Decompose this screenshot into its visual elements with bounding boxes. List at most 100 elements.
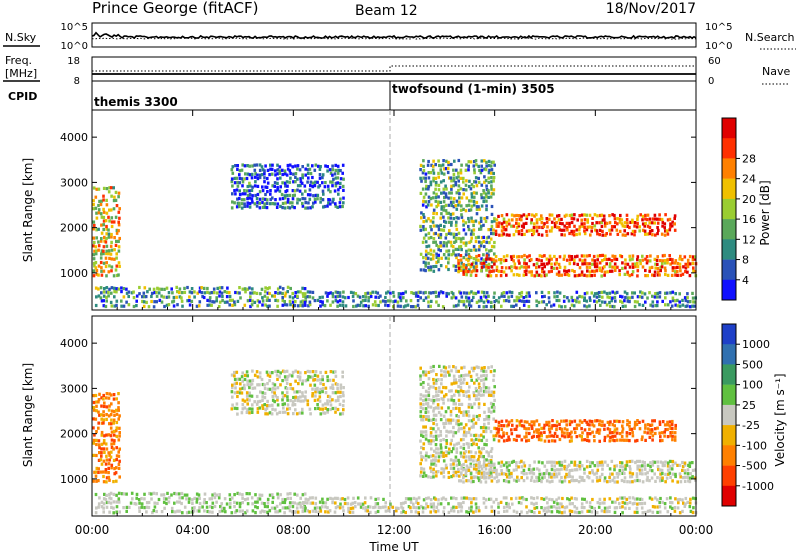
heatmap-cell	[518, 273, 521, 277]
heatmap-cell	[635, 422, 639, 426]
heatmap-cell	[455, 256, 458, 260]
heatmap-cell	[603, 257, 606, 262]
heatmap-cell	[641, 511, 645, 515]
heatmap-cell	[599, 303, 602, 307]
heatmap-cell	[665, 291, 669, 295]
heatmap-cell	[316, 506, 319, 510]
heatmap-cell	[276, 369, 280, 373]
heatmap-cell	[467, 248, 471, 252]
heatmap-cell	[102, 413, 105, 418]
heatmap-cell	[653, 295, 657, 299]
heatmap-cell	[623, 224, 627, 229]
heatmap-cell	[255, 370, 259, 374]
heatmap-cell	[464, 243, 468, 247]
heatmap-cell	[556, 510, 559, 514]
heatmap-cell	[246, 201, 249, 205]
heatmap-cell	[379, 300, 382, 304]
heatmap-cell	[452, 447, 455, 451]
heatmap-cell	[108, 186, 111, 190]
heatmap-cell	[422, 455, 425, 459]
heatmap-cell	[279, 176, 282, 180]
heatmap-cell	[691, 496, 695, 500]
heatmap-cell	[326, 399, 329, 403]
heatmap-cell	[551, 419, 554, 423]
heatmap-cell	[319, 299, 322, 304]
heatmap-cell	[95, 268, 99, 273]
heatmap-cell	[334, 163, 337, 167]
heatmap-cell	[166, 491, 169, 495]
heatmap-cell	[500, 469, 503, 473]
heatmap-cell	[615, 506, 619, 510]
heatmap-cell	[368, 505, 372, 509]
heatmap-cell	[673, 431, 677, 435]
heatmap-cell	[654, 217, 657, 221]
heatmap-cell	[467, 184, 471, 189]
heatmap-cell	[100, 215, 104, 219]
heatmap-cell	[596, 428, 599, 432]
heatmap-cell	[580, 438, 584, 442]
heatmap-cell	[631, 270, 635, 274]
heatmap-cell	[518, 217, 522, 221]
heatmap-cell	[244, 290, 247, 294]
heatmap-cell	[464, 253, 468, 257]
heatmap-cell	[553, 217, 556, 221]
heatmap-cell	[651, 217, 655, 221]
heatmap-cell	[117, 229, 120, 233]
heatmap-cell	[568, 498, 571, 502]
heatmap-cell	[288, 407, 292, 411]
heatmap-cell	[328, 378, 332, 382]
heatmap-cell	[477, 258, 480, 262]
heatmap-cell	[454, 455, 458, 459]
heatmap-cell	[674, 497, 677, 501]
heatmap-cell	[603, 273, 606, 277]
heatmap-cell	[677, 501, 680, 505]
heatmap-cell	[472, 510, 475, 514]
heatmap-cell	[535, 257, 539, 262]
heatmap-cell	[472, 394, 476, 398]
heatmap-cell	[431, 257, 435, 261]
heatmap-cell	[483, 418, 486, 422]
heatmap-cell	[626, 224, 629, 228]
heatmap-cell	[469, 273, 473, 277]
heatmap-cell	[653, 213, 657, 217]
heatmap-cell	[537, 434, 541, 438]
heatmap-cell	[256, 383, 259, 387]
heatmap-cell	[439, 264, 443, 268]
heatmap-cell	[605, 303, 609, 307]
heatmap-cell	[233, 201, 236, 205]
heatmap-cell	[404, 500, 407, 504]
heatmap-cell	[274, 298, 277, 302]
heatmap-cell	[546, 501, 549, 505]
heatmap-cell	[621, 295, 624, 299]
heatmap-cell	[495, 434, 498, 438]
heatmap-cell	[105, 211, 109, 215]
heatmap-cell	[451, 212, 455, 216]
heatmap-cell	[437, 410, 441, 415]
heatmap-cell	[631, 254, 635, 258]
heatmap-cell	[420, 458, 423, 462]
heatmap-cell	[433, 449, 436, 453]
heatmap-cell	[633, 291, 636, 295]
heatmap-cell	[125, 509, 128, 513]
heatmap-cell	[389, 504, 392, 508]
heatmap-cell	[238, 387, 242, 391]
heatmap-cell	[473, 195, 476, 199]
heatmap-cell	[567, 273, 571, 277]
heatmap-cell	[285, 391, 289, 395]
heatmap-cell	[140, 502, 144, 506]
heatmap-cell	[450, 506, 454, 510]
heatmap-cell	[459, 502, 463, 506]
heatmap-cell	[311, 370, 315, 374]
heatmap-cell	[502, 505, 506, 509]
heatmap-cell	[304, 189, 307, 193]
heatmap-cell	[286, 375, 290, 379]
heatmap-cell	[442, 496, 445, 500]
heatmap-cell	[631, 291, 634, 295]
heatmap-cell	[458, 407, 461, 411]
heatmap-cell	[656, 510, 659, 514]
heatmap-cell	[645, 261, 649, 265]
heatmap-cell	[437, 398, 440, 402]
heatmap-cell	[342, 201, 345, 205]
heatmap-cell	[97, 470, 100, 474]
heatmap-cell	[442, 200, 446, 204]
